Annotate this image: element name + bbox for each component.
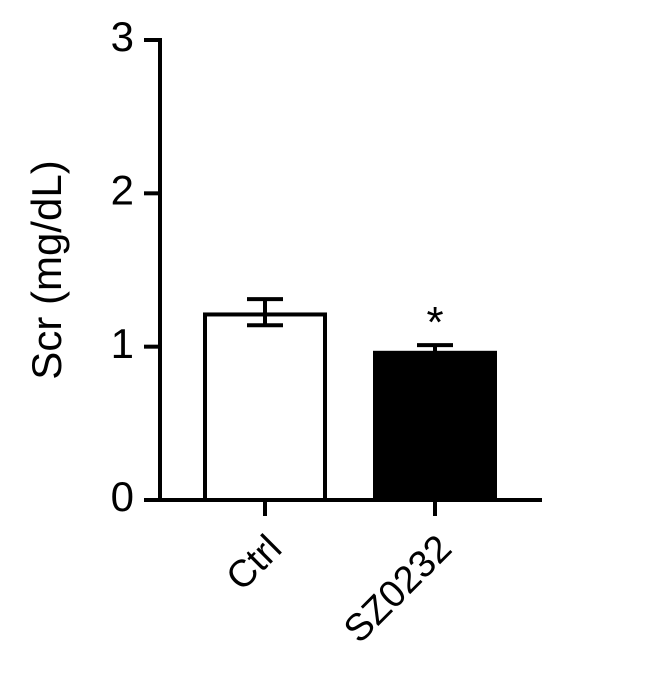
bar-ctrl — [205, 314, 325, 500]
y-tick-label: 0 — [111, 473, 134, 520]
y-tick-label: 1 — [111, 320, 134, 367]
y-axis-label: Scr (mg/dL) — [23, 160, 70, 379]
significance-marker: * — [426, 298, 443, 347]
chart-svg: 0123Scr (mg/dL)Ctrl*SZ0232 — [0, 0, 662, 686]
bar-chart: 0123Scr (mg/dL)Ctrl*SZ0232 — [0, 0, 662, 686]
y-tick-label: 3 — [111, 13, 134, 60]
chart-background — [0, 0, 662, 686]
y-tick-label: 2 — [111, 166, 134, 213]
bar-sz0232 — [375, 353, 495, 500]
